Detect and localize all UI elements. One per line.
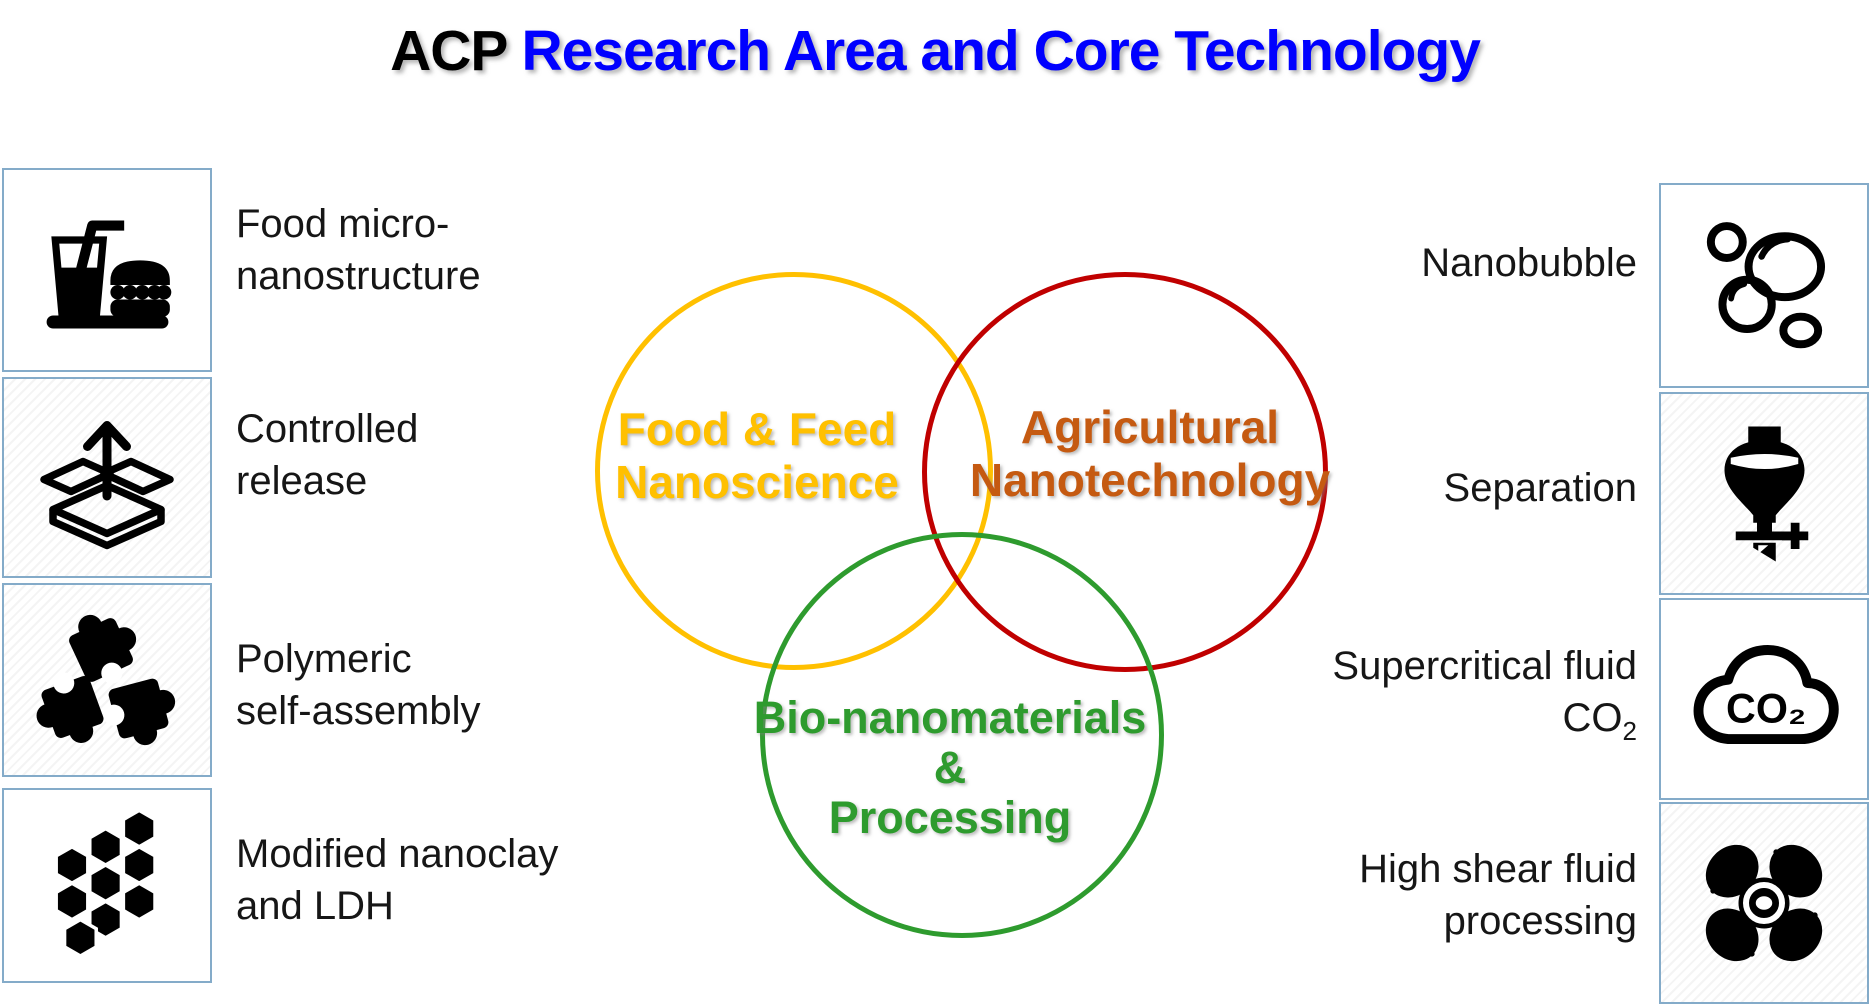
label-supercritical-fluid-co2: Supercritical fluid CO2 (1332, 640, 1637, 757)
icon-box-separation (1659, 392, 1869, 595)
venn-label-agricultural: Agricultural Nanotechnology (945, 401, 1355, 507)
page-title: ACP Research Area and Core Technology (0, 14, 1870, 88)
venn-label-line: & (933, 742, 967, 793)
venn-label-line: Processing (828, 792, 1072, 843)
icon-box-supercritical-co2: CO₂ (1659, 598, 1869, 800)
food-tray-icon (46, 219, 171, 328)
label-high-shear-fluid-processing: High shear fluid processing (1359, 843, 1637, 947)
label-line: and LDH (236, 884, 394, 928)
label-line: Modified nanoclay (236, 832, 559, 876)
icon-box-polymeric-self-assembly (2, 583, 212, 777)
label-line: Controlled (236, 407, 419, 451)
venn-label-line: Bio-nanomaterials (753, 692, 1147, 743)
venn-label-line: Nanotechnology (969, 454, 1331, 506)
icon-box-food-micro-nanostructure (2, 168, 212, 372)
label-line: Nanobubble (1421, 241, 1637, 285)
venn-label-line: Nanoscience (615, 456, 899, 508)
bubbles-icon (1706, 222, 1825, 349)
label-line: Supercritical fluid (1332, 644, 1637, 688)
icon-box-nanobubble (1659, 183, 1869, 388)
icon-box-modified-nanoclay (2, 788, 212, 983)
label-line: CO2 (1332, 692, 1637, 757)
venn-label-bio: Bio-nanomaterials & Processing (725, 693, 1175, 843)
co2-subscript: 2 (1622, 716, 1637, 746)
icon-box-controlled-release (2, 377, 212, 578)
puzzle-pieces-icon (32, 605, 182, 755)
label-line: processing (1443, 899, 1637, 943)
title-highlight: Research Area and Core Technology (521, 19, 1480, 83)
venn-label-line: Food & Feed (617, 403, 897, 455)
venn-circle-bio (760, 532, 1164, 938)
label-line: Polymeric (236, 637, 412, 681)
separatory-funnel-icon (1724, 426, 1808, 561)
fan-icon (1705, 844, 1823, 962)
co2-icon-text: CO₂ (1726, 685, 1806, 731)
title-prefix: ACP (390, 19, 508, 83)
venn-label-food-feed: Food & Feed Nanoscience (557, 403, 957, 509)
label-separation: Separation (1444, 462, 1637, 514)
label-line: High shear fluid (1359, 847, 1637, 891)
label-line: Food micro- (236, 202, 450, 246)
label-line: release (236, 459, 368, 503)
icon-box-high-shear (1659, 802, 1869, 1004)
label-polymeric-self-assembly: Polymeric self-assembly (236, 633, 481, 737)
label-controlled-release: Controlled release (236, 403, 418, 507)
label-line: nanostructure (236, 254, 481, 298)
label-line: self-assembly (236, 689, 481, 733)
label-nanobubble: Nanobubble (1421, 237, 1637, 289)
venn-label-line: Agricultural (1020, 401, 1280, 453)
open-box-release-icon (40, 420, 174, 549)
co2-text: CO (1562, 696, 1623, 740)
label-line: Separation (1443, 466, 1637, 510)
co2-cloud-icon: CO₂ (1693, 644, 1839, 744)
label-food-micro-nanostructure: Food micro- nanostructure (236, 198, 481, 302)
honeycomb-icon (54, 808, 157, 958)
label-modified-nanoclay: Modified nanoclay and LDH (236, 828, 558, 932)
